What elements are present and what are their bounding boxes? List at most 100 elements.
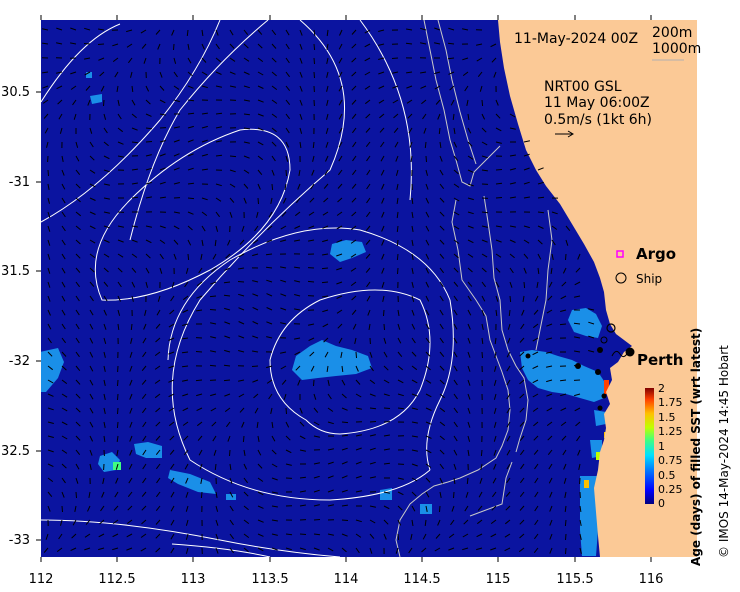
current-arrow [157, 43, 161, 50]
current-arrow [210, 350, 217, 353]
current-arrow [354, 337, 357, 345]
current-arrow [47, 337, 52, 344]
current-arrow [238, 335, 245, 339]
current-arrow [243, 113, 250, 116]
current-arrow [397, 519, 402, 526]
current-arrow [439, 225, 445, 231]
current-arrow [98, 547, 105, 551]
current-arrow [337, 169, 343, 176]
current-arrow [285, 435, 291, 441]
current-arrow [523, 281, 526, 289]
x-tick: 113 [181, 572, 206, 587]
current-arrow [47, 253, 51, 260]
current-arrow [75, 407, 81, 413]
current-arrow [47, 211, 51, 218]
current-arrow [187, 239, 192, 246]
current-arrow [155, 435, 161, 441]
current-arrow [271, 547, 278, 551]
current-arrow [229, 197, 235, 203]
current-arrow [173, 211, 180, 214]
map-date-title: 11-May-2024 00Z [514, 31, 638, 47]
current-arrow [453, 141, 458, 148]
current-arrow [369, 461, 376, 465]
current-arrow [369, 421, 377, 423]
current-arrow [551, 225, 558, 230]
current-arrow [75, 379, 81, 385]
current-arrow [453, 435, 458, 442]
current-arrow [379, 113, 385, 119]
current-arrow [215, 211, 221, 218]
current-arrow [476, 547, 483, 551]
current-arrow [159, 181, 166, 185]
current-arrow [453, 477, 456, 484]
current-arrow [75, 141, 79, 148]
current-arrow [75, 393, 81, 399]
current-arrow [299, 29, 303, 36]
x-tick: 114.5 [403, 572, 440, 587]
current-arrow [268, 393, 273, 400]
current-arrow [393, 127, 399, 134]
current-arrow [392, 71, 399, 74]
current-arrow [392, 99, 399, 104]
current-arrow [523, 153, 530, 157]
current-arrow [155, 337, 161, 343]
current-arrow [355, 379, 361, 385]
current-arrow [89, 407, 94, 414]
current-arrow [159, 196, 166, 199]
current-arrow [238, 293, 245, 297]
current-arrow [169, 309, 175, 315]
current-arrow [452, 113, 455, 120]
current-arrow [325, 141, 329, 148]
current-arrow [257, 85, 264, 89]
current-arrow [476, 57, 483, 62]
current-arrow [70, 547, 77, 552]
current-arrow [47, 407, 54, 411]
current-arrow [411, 463, 418, 467]
current-arrow [117, 295, 121, 302]
current-arrow [182, 421, 189, 426]
current-arrow [266, 279, 273, 283]
current-arrow [243, 169, 250, 174]
current-arrow [299, 99, 303, 106]
current-arrow [467, 351, 471, 358]
current-arrow [285, 463, 292, 466]
current-arrow [449, 85, 455, 91]
current-arrow [117, 225, 124, 228]
current-arrow [396, 197, 399, 204]
current-arrow [493, 435, 497, 442]
current-arrow [574, 281, 581, 286]
current-scale-label: 0.5m/s (1kt 6h) [544, 112, 652, 128]
current-arrow [61, 309, 66, 316]
current-arrow [467, 183, 474, 187]
current-arrow [411, 225, 414, 232]
current-arrow [313, 421, 320, 426]
current-arrow [141, 379, 147, 385]
current-arrow [75, 449, 81, 456]
current-arrow [116, 85, 119, 92]
current-arrow [322, 253, 329, 256]
current-arrow [565, 547, 567, 555]
current-arrow [268, 211, 273, 218]
current-arrow [327, 533, 335, 536]
current-arrow [285, 85, 291, 92]
current-arrow [229, 183, 236, 188]
current-arrow [313, 379, 315, 387]
current-arrow [397, 533, 400, 541]
current-arrow [495, 239, 502, 243]
current-arrow [214, 463, 217, 471]
isobath-label-1000m: 1000m [652, 41, 701, 57]
current-arrow [462, 57, 469, 61]
current-arrow [117, 239, 124, 243]
current-arrow [257, 449, 262, 456]
current-arrow [223, 294, 231, 297]
current-arrow [383, 351, 388, 358]
current-arrow [467, 253, 474, 258]
current-arrow [434, 71, 441, 75]
current-arrow [270, 197, 273, 204]
coastal-platforms [525, 323, 616, 411]
current-arrow [521, 309, 525, 316]
current-arrow [115, 477, 119, 484]
current-arrow [75, 155, 80, 162]
current-arrow [351, 127, 357, 134]
current-arrow [257, 505, 264, 509]
